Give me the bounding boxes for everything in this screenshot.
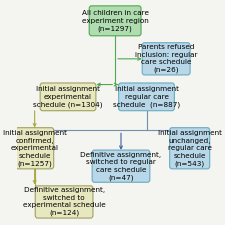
FancyBboxPatch shape (35, 186, 93, 218)
Text: Initial assignment
confirmed,
experimental
schedule
(n=1257): Initial assignment confirmed, experiment… (3, 130, 67, 166)
Text: Initial assignment
experimental
schedule (n=1304): Initial assignment experimental schedule… (33, 86, 103, 108)
FancyBboxPatch shape (92, 150, 150, 182)
Text: Initial assignment
unchanged,
regular care
schedule
(n=543): Initial assignment unchanged, regular ca… (158, 130, 222, 166)
Text: Initial assignment
regular care
schedule  (n=887): Initial assignment regular care schedule… (113, 86, 180, 108)
FancyBboxPatch shape (40, 83, 96, 111)
Text: All children in care
experiment region
(n=1297): All children in care experiment region (… (82, 10, 149, 32)
Text: Definitive assignment,
switched to regular
care schedule
(n=47): Definitive assignment, switched to regul… (81, 152, 162, 181)
FancyBboxPatch shape (16, 128, 54, 169)
FancyBboxPatch shape (170, 128, 210, 169)
Text: Definitive assignment,
switched to
experimental schedule
(n=124): Definitive assignment, switched to exper… (23, 187, 106, 216)
FancyBboxPatch shape (89, 6, 141, 36)
Text: Parents refused
inclusion: regular
care schedule
(n=26): Parents refused inclusion: regular care … (135, 44, 197, 73)
FancyBboxPatch shape (119, 83, 174, 111)
FancyBboxPatch shape (142, 43, 190, 75)
